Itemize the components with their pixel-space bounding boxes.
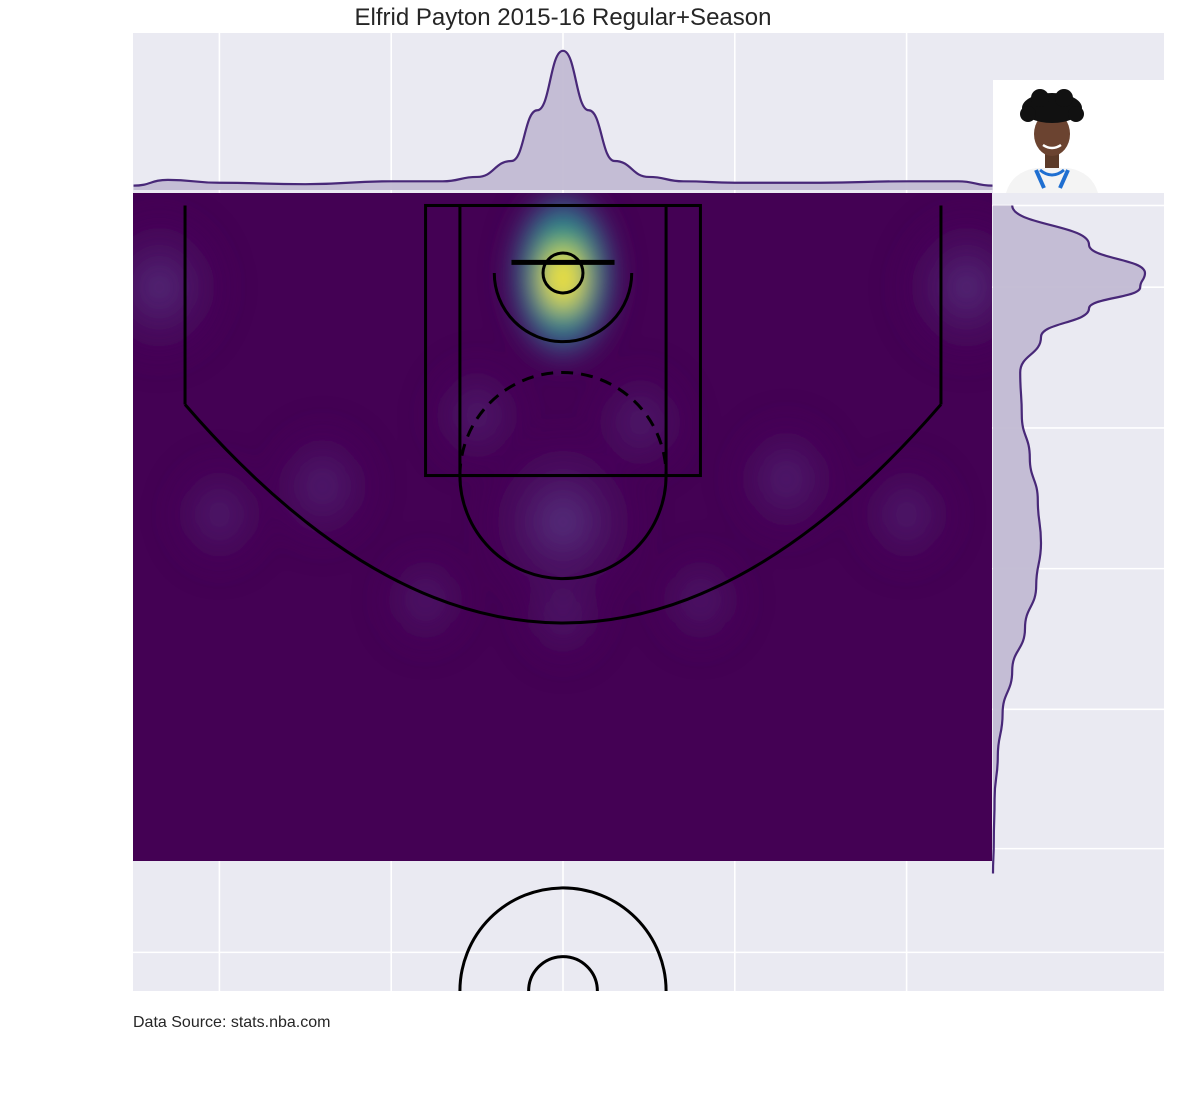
kde-hotspot xyxy=(133,202,236,373)
chart-title: Elfrid Payton 2015-16 Regular+Season xyxy=(354,4,772,31)
marginal-y-density-line xyxy=(991,205,1147,874)
three-point-arc xyxy=(183,403,943,625)
marginal-x-density-fill xyxy=(133,50,993,190)
hoop xyxy=(541,251,585,295)
player-headshot xyxy=(993,80,1165,193)
free-throw-arc-top xyxy=(458,371,668,476)
kde-hotspot xyxy=(848,449,966,580)
kde-hotspot xyxy=(581,357,699,488)
kde-hotspot xyxy=(160,449,278,580)
kde-hotspot xyxy=(723,409,850,550)
kde-density-layer xyxy=(133,193,992,675)
marginal-y-density-fill xyxy=(993,205,1145,874)
kde-hotspot xyxy=(418,350,536,481)
inner-paint xyxy=(458,203,668,478)
source-note: Data Source: stats.nba.com xyxy=(133,1014,331,1031)
kde-hotspot xyxy=(509,554,617,675)
kde-hotspot xyxy=(371,539,480,660)
free-throw-arc-bottom xyxy=(458,475,668,581)
center-circle-inner xyxy=(527,955,599,992)
basketball-court xyxy=(183,203,943,992)
kde-hotspot xyxy=(646,539,755,660)
kde-hotspot xyxy=(259,416,386,557)
marginal-x-density-line xyxy=(133,49,993,187)
center-circle-outer xyxy=(458,886,668,992)
restricted-area xyxy=(492,272,634,344)
